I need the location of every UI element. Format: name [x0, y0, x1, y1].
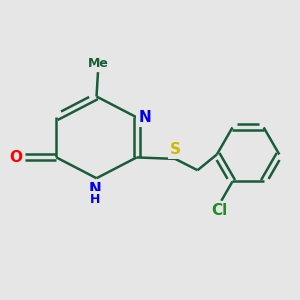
Text: S: S [170, 142, 182, 157]
Text: Cl: Cl [212, 203, 228, 218]
Text: N: N [88, 182, 101, 197]
Text: O: O [10, 150, 23, 165]
Text: Me: Me [88, 57, 108, 70]
Text: N: N [139, 110, 151, 125]
Text: H: H [90, 193, 100, 206]
